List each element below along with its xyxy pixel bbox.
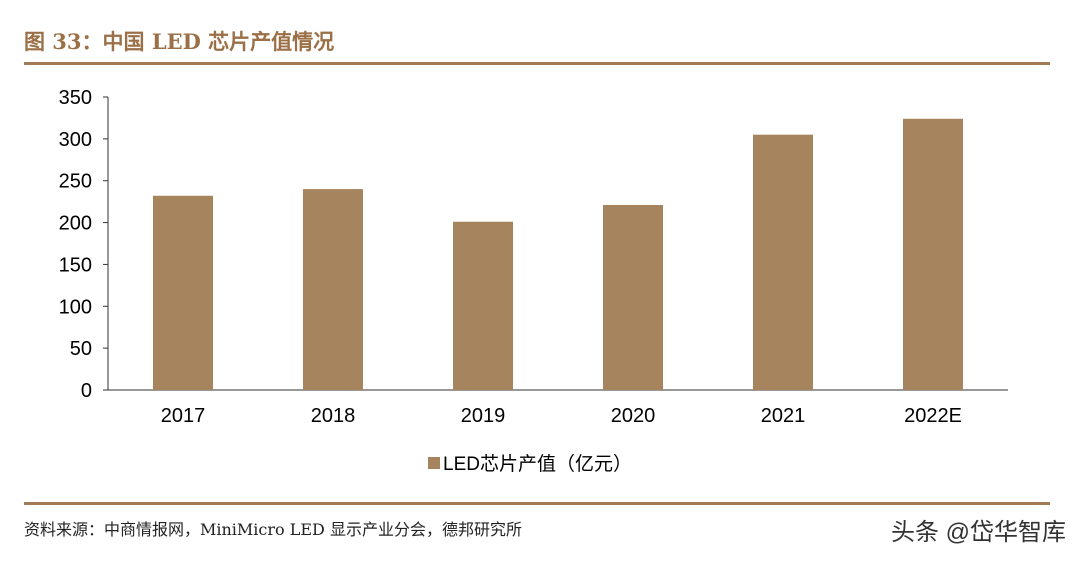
legend-label: LED芯片产值（亿元） [443,453,632,475]
x-tick-label: 2018 [311,405,356,427]
watermark: 头条 @岱华智库 [890,519,1066,546]
y-tick-label: 250 [59,171,92,193]
x-tick-label: 2021 [761,405,806,427]
y-tick-label: 150 [59,254,92,276]
bar-2022E [903,118,963,390]
y-tick-label: 0 [81,380,92,402]
top-divider [24,62,1050,65]
y-tick-label: 350 [59,87,92,109]
x-tick-label: 2017 [161,405,206,427]
bar-2021 [753,134,813,390]
source-note: 资料来源：中商情报网，MiniMicro LED 显示产业分会，德邦研究所 [24,520,522,539]
legend-swatch [428,457,440,469]
x-tick-label: 2019 [461,405,506,427]
bar-2017 [153,195,213,390]
y-tick-label: 100 [59,296,92,318]
bar-2020 [603,204,663,390]
y-tick-label: 50 [70,338,92,360]
y-tick-label: 300 [59,129,92,151]
bar-2019 [453,221,513,390]
y-tick-label: 200 [59,213,92,235]
figure-title: 图 33：中国 LED 芯片产值情况 [24,29,335,54]
bar-2018 [303,189,363,390]
bottom-divider [24,502,1050,505]
x-tick-label: 2022E [904,405,962,427]
x-tick-label: 2020 [611,405,656,427]
